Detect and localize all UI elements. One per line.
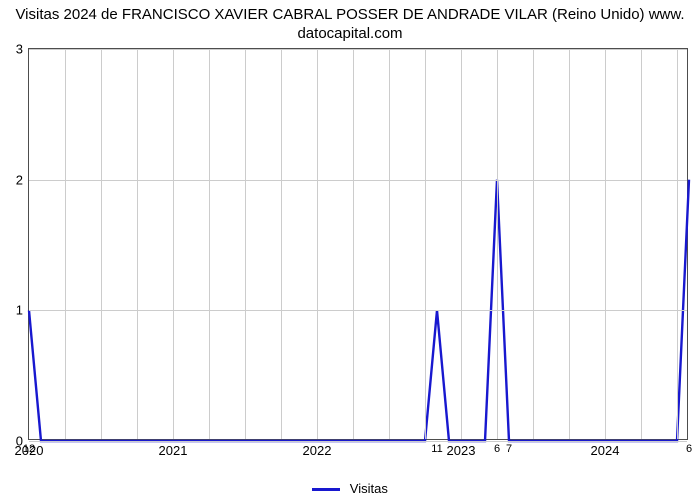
gridline-v xyxy=(65,49,66,439)
gridline-v xyxy=(389,49,390,439)
chart-title: Visitas 2024 de FRANCISCO XAVIER CABRAL … xyxy=(0,6,700,44)
data-point-label: 6 xyxy=(494,443,500,455)
gridline-v xyxy=(533,49,534,439)
data-point-label: 12 xyxy=(23,443,35,455)
gridline-v xyxy=(497,49,498,439)
gridline-h xyxy=(29,441,687,442)
y-tick-label: 2 xyxy=(16,172,23,187)
legend-swatch xyxy=(312,488,340,491)
gridline-v xyxy=(605,49,606,439)
gridline-h xyxy=(29,310,687,311)
plot-area: 0123202020212022202320241211676 xyxy=(28,48,688,440)
chart-title-line2: datocapital.com xyxy=(297,25,402,42)
gridline-h xyxy=(29,180,687,181)
chart-container: Visitas 2024 de FRANCISCO XAVIER CABRAL … xyxy=(0,0,700,500)
gridline-v xyxy=(569,49,570,439)
gridline-v xyxy=(101,49,102,439)
gridline-v xyxy=(677,49,678,439)
y-tick-label: 1 xyxy=(16,303,23,318)
gridline-v xyxy=(209,49,210,439)
gridline-v xyxy=(641,49,642,439)
x-tick-label: 2024 xyxy=(591,443,620,458)
gridline-v xyxy=(461,49,462,439)
data-point-label: 7 xyxy=(506,443,512,455)
data-point-label: 11 xyxy=(431,443,442,455)
gridline-v xyxy=(245,49,246,439)
chart-title-line1: Visitas 2024 de FRANCISCO XAVIER CABRAL … xyxy=(15,6,684,23)
gridline-v xyxy=(317,49,318,439)
gridline-v xyxy=(425,49,426,439)
gridline-v xyxy=(353,49,354,439)
gridline-h xyxy=(29,49,687,50)
y-tick-label: 3 xyxy=(16,42,23,57)
x-tick-label: 2022 xyxy=(303,443,332,458)
x-tick-label: 2023 xyxy=(447,443,476,458)
gridline-v xyxy=(281,49,282,439)
gridline-v xyxy=(173,49,174,439)
legend-label: Visitas xyxy=(350,481,388,496)
legend: Visitas xyxy=(0,481,700,496)
gridline-v xyxy=(137,49,138,439)
x-tick-label: 2021 xyxy=(159,443,188,458)
line-layer xyxy=(29,49,689,441)
data-point-label: 6 xyxy=(686,443,692,455)
